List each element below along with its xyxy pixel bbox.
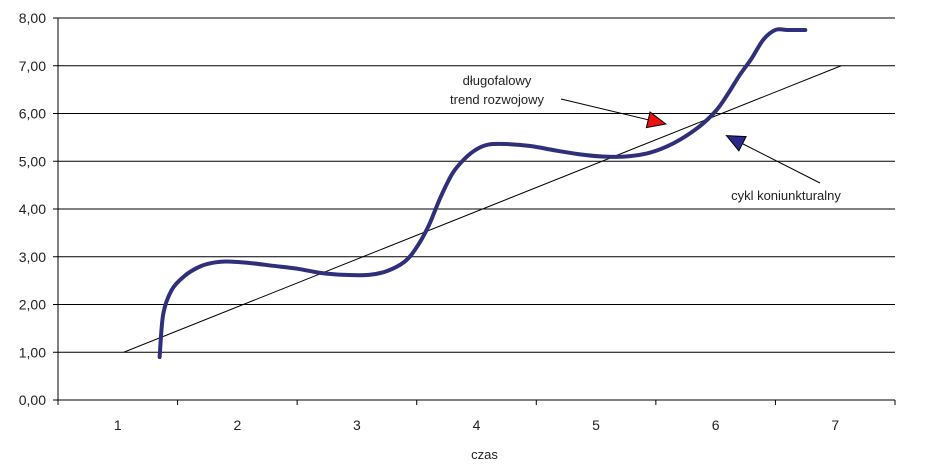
- x-tick-label: 5: [592, 417, 600, 433]
- x-tick-labels: 1 2 3 4 5 6 7: [114, 417, 839, 433]
- axes: [53, 17, 896, 405]
- x-tick-label: 7: [831, 417, 839, 433]
- y-tick-label: 2,00: [19, 297, 46, 313]
- y-tick-label: 5,00: [19, 153, 46, 169]
- y-tick-label: 4,00: [19, 201, 46, 217]
- business-cycle-line: [157, 27, 808, 360]
- annotation-leader-line: [560, 98, 662, 124]
- x-tick-label: 2: [233, 417, 241, 433]
- gridlines: [58, 17, 895, 401]
- trend-line: [123, 65, 842, 353]
- annotation-leader-line: [729, 136, 821, 184]
- y-tick-label: 7,00: [19, 58, 46, 74]
- y-tick-label: 1,00: [19, 344, 46, 360]
- annotation: cykl koniunkturalny: [725, 135, 841, 203]
- series-lines: [123, 27, 842, 360]
- y-tick-label: 0,00: [19, 392, 46, 408]
- annotation-label: długofalowy: [463, 73, 532, 88]
- annotation-label: cykl koniunkturalny: [731, 188, 841, 203]
- x-tick-label: 4: [473, 417, 481, 433]
- y-tick-label: 3,00: [19, 249, 46, 265]
- y-tick-label: 8,00: [19, 10, 46, 26]
- x-axis-label: czas: [471, 447, 498, 462]
- annotation-arrowhead: [725, 135, 747, 152]
- annotation-arrowhead: [645, 111, 667, 129]
- y-tick-label: 6,00: [19, 106, 46, 122]
- x-tick-label: 6: [712, 417, 720, 433]
- y-tick-labels: 0,00 1,00 2,00 3,00 4,00 5,00 6,00 7,00 8,00: [19, 10, 46, 408]
- x-tick-label: 3: [353, 417, 361, 433]
- x-tick-label: 1: [114, 417, 122, 433]
- annotation: długofalowy trend rozwojowy: [450, 73, 667, 129]
- annotation-label: trend rozwojowy: [450, 92, 544, 107]
- annotations: długofalowy trend rozwojowy cykl koniunktu…: [450, 73, 841, 203]
